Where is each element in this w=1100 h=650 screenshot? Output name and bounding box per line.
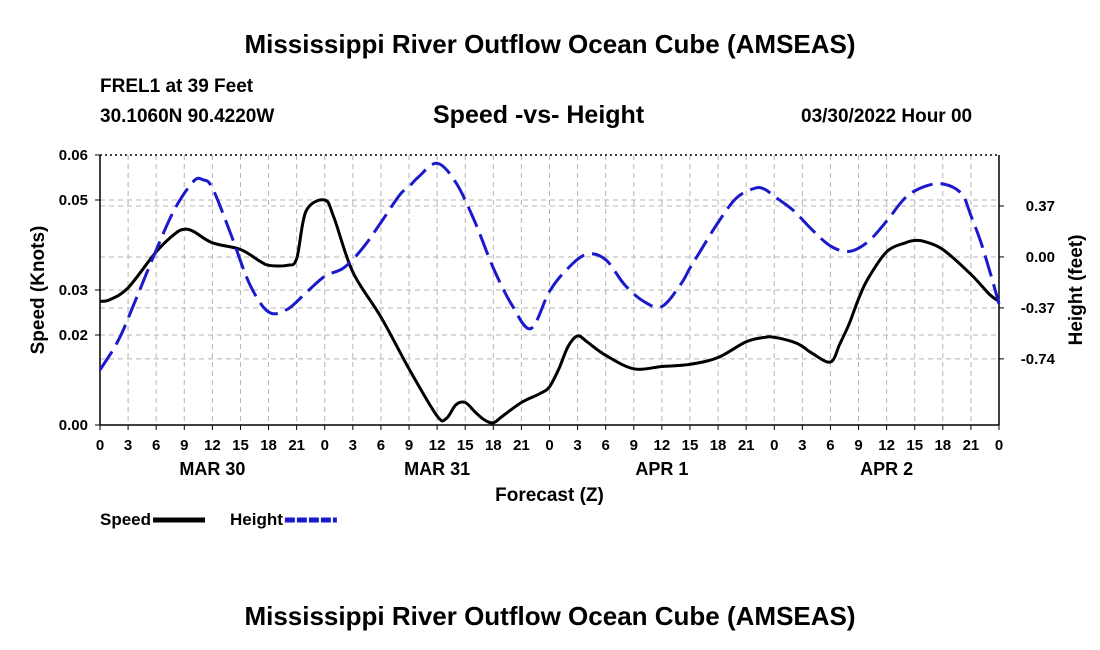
x-tick-label: 6 (377, 437, 385, 454)
legend-label-speed: Speed (100, 510, 151, 529)
bottom-title: Mississippi River Outflow Ocean Cube (AM… (244, 601, 856, 631)
x-tick-label: 0 (96, 437, 104, 454)
y2-tick-label: -0.74 (1021, 351, 1056, 368)
plot-title: Speed -vs- Height (433, 101, 645, 129)
x-tick-label: 15 (682, 437, 699, 454)
x-tick-label: 18 (485, 437, 502, 454)
series-lines (98, 161, 1001, 425)
x-tick-label: 6 (602, 437, 610, 454)
axes: 0 3 6 9 12 15 18 21 0 3 6 9 12 15 18 21 0 3 6 9 12 15 18 21 0 3 6 9… (59, 147, 1056, 479)
x-tick-label: 0 (545, 437, 553, 454)
x-tick-label: 12 (878, 437, 895, 454)
y-tick-label: 0.02 (59, 327, 88, 344)
y2-axis-label: Height (feet) (1066, 235, 1087, 346)
x-tick-label: 18 (710, 437, 727, 454)
y-axis-label: Speed (Knots) (28, 226, 49, 355)
x-tick-label: 18 (934, 437, 951, 454)
station-label: FREL1 at 39 Feet (100, 76, 254, 97)
y-tick-label: 0.00 (59, 417, 88, 434)
day-label: APR 2 (860, 459, 913, 479)
x-tick-label: 3 (573, 437, 581, 454)
x-tick-label: 12 (429, 437, 446, 454)
y2-tick-label: 0.00 (1026, 249, 1055, 266)
x-tick-label: 15 (906, 437, 923, 454)
x-tick-label: 21 (288, 437, 305, 454)
x-tick-label: 3 (798, 437, 806, 454)
x-tick-label: 6 (826, 437, 834, 454)
x-tick-label: 15 (232, 437, 249, 454)
series-line-height (98, 161, 1001, 371)
day-label: MAR 30 (179, 459, 245, 479)
x-axis-label: Forecast (Z) (495, 485, 604, 506)
x-tick-label: 6 (152, 437, 160, 454)
legend-label-height: Height (230, 510, 283, 529)
grid-lines (100, 155, 999, 425)
x-tick-label: 9 (630, 437, 638, 454)
day-label: APR 1 (635, 459, 688, 479)
series-line-speed (99, 198, 1000, 425)
x-tick-label: 3 (349, 437, 357, 454)
page-title: Mississippi River Outflow Ocean Cube (AM… (244, 29, 856, 59)
x-tick-label: 0 (321, 437, 329, 454)
y-tick-label: 0.03 (59, 282, 88, 299)
x-tick-label: 3 (124, 437, 132, 454)
x-tick-label: 9 (405, 437, 413, 454)
legend: Speed Height (100, 510, 337, 529)
x-tick-label: 9 (180, 437, 188, 454)
location-label: 30.1060N 90.4220W (100, 106, 275, 127)
x-tick-label: 21 (738, 437, 755, 454)
x-tick-label: 15 (457, 437, 474, 454)
y2-tick-label: -0.37 (1021, 300, 1055, 317)
x-tick-label: 12 (204, 437, 221, 454)
x-tick-label: 9 (854, 437, 862, 454)
x-tick-label: 0 (770, 437, 778, 454)
x-tick-label: 0 (995, 437, 1003, 454)
axis-labels: Forecast (Z) Speed (Knots) Height (feet) (28, 226, 1087, 506)
y-tick-label: 0.05 (59, 192, 88, 209)
x-tick-label: 18 (260, 437, 277, 454)
y-tick-label: 0.06 (59, 147, 88, 164)
y2-tick-label: 0.37 (1026, 198, 1055, 215)
x-tick-label: 21 (963, 437, 980, 454)
x-tick-label: 12 (654, 437, 671, 454)
x-tick-label: 21 (513, 437, 530, 454)
day-label: MAR 31 (404, 459, 470, 479)
date-label: 03/30/2022 Hour 00 (801, 106, 973, 127)
